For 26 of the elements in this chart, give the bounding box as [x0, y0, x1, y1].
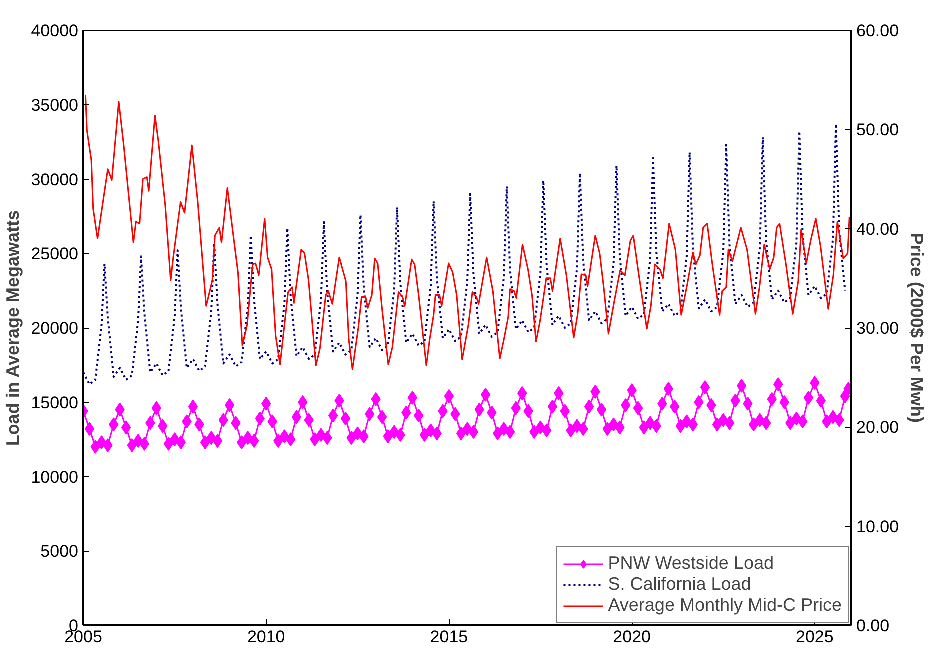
- line-series: [84, 94, 850, 370]
- y-tick-label: 10000: [31, 468, 79, 487]
- y-tick-label: 15000: [31, 393, 79, 412]
- legend-label: PNW Westside Load: [608, 553, 774, 574]
- y-tick-label: 40000: [31, 22, 79, 40]
- x-tick-label: 2010: [247, 628, 286, 646]
- y2-tick-label: 10.00: [856, 517, 900, 536]
- y2-tick-label: 30.00: [856, 319, 900, 338]
- y-tick-label: 35000: [31, 96, 79, 115]
- y-tick-label: 5000: [40, 542, 79, 562]
- y2-tick-label: 60.00: [856, 22, 900, 40]
- y2-tick-label: 0.00: [856, 616, 890, 636]
- y-tick-label: 25000: [31, 244, 79, 264]
- y2-tick-label: 50.00: [856, 120, 900, 140]
- y2-tick-label: 40.00: [856, 220, 900, 239]
- x-tick-label: 2025: [796, 628, 834, 646]
- y-axis-title: Load in Average Megawatts: [3, 210, 24, 446]
- y2-tick-label: 20.00: [856, 418, 900, 438]
- x-tick-label: 2015: [430, 628, 468, 646]
- y-tick-label: 30000: [31, 170, 79, 190]
- x-tick-label: 2020: [613, 628, 651, 646]
- y-tick-label: 20000: [31, 319, 79, 338]
- line-series: [84, 123, 846, 386]
- legend-label: S. California Load: [608, 574, 752, 595]
- y2-axis-title: Price (2000$ Per Mwh): [907, 232, 928, 424]
- legend-label: Average Monthly Mid-C Price: [608, 595, 842, 616]
